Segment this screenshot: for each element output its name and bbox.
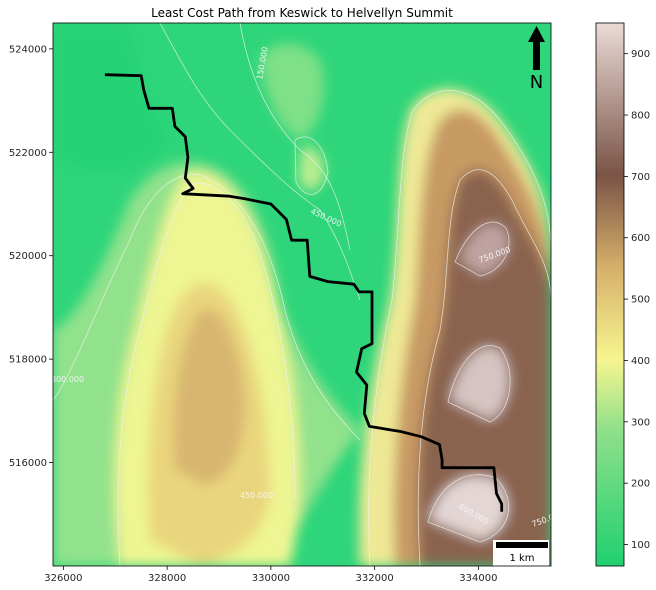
- x-tick-label: 330000: [252, 573, 290, 584]
- x-tick-label: 334000: [459, 573, 497, 584]
- contour-label: 450.000: [145, 15, 178, 24]
- colorbar-tick-label: 200: [631, 479, 650, 490]
- colorbar-tick-label: 500: [631, 295, 650, 306]
- map-frame: [52, 22, 552, 567]
- y-tick-label: 524000: [9, 44, 47, 55]
- y-tick-label: 522000: [9, 148, 47, 159]
- colorbar-tick-label: 300: [631, 417, 650, 428]
- colorbar-tick-label: 100: [631, 540, 650, 551]
- colorbar-tick-label: 900: [631, 49, 650, 60]
- contour-label: 300.000: [51, 375, 84, 384]
- y-tick-label: 518000: [9, 355, 47, 366]
- elevation-raster: 150.000 450.000 750.000 750.000 450.000 …: [51, 15, 551, 566]
- colorbar-tick-label: 400: [631, 356, 650, 367]
- colorbar-scale: [595, 22, 625, 567]
- contour-label: 450.000: [240, 491, 273, 500]
- x-tick-label: 328000: [148, 573, 186, 584]
- x-axis: 326000 328000 330000 332000 334000: [44, 566, 497, 584]
- colorbar: 100 200 300 400 500 600 700 800 900: [595, 22, 650, 567]
- scale-bar: 1 km: [493, 540, 549, 566]
- map-title: Least Cost Path from Keswick to Helvelly…: [151, 6, 453, 20]
- colorbar-tick-label: 700: [631, 172, 650, 183]
- scale-bar-label: 1 km: [509, 553, 534, 564]
- x-tick-label: 326000: [44, 573, 82, 584]
- colorbar-ticks: 100 200 300 400 500 600 700 800 900: [624, 49, 650, 551]
- y-tick-label: 516000: [9, 458, 47, 469]
- north-arrow-label: N: [530, 72, 543, 93]
- colorbar-tick-label: 600: [631, 233, 650, 244]
- least-cost-path: [104, 73, 504, 512]
- contour-lines: [53, 23, 551, 566]
- north-arrow: N: [528, 26, 545, 93]
- colorbar-tick-label: 800: [631, 111, 650, 122]
- y-axis: 516000 518000 520000 522000 524000: [9, 44, 53, 469]
- y-tick-label: 520000: [9, 251, 47, 262]
- x-tick-label: 332000: [356, 573, 394, 584]
